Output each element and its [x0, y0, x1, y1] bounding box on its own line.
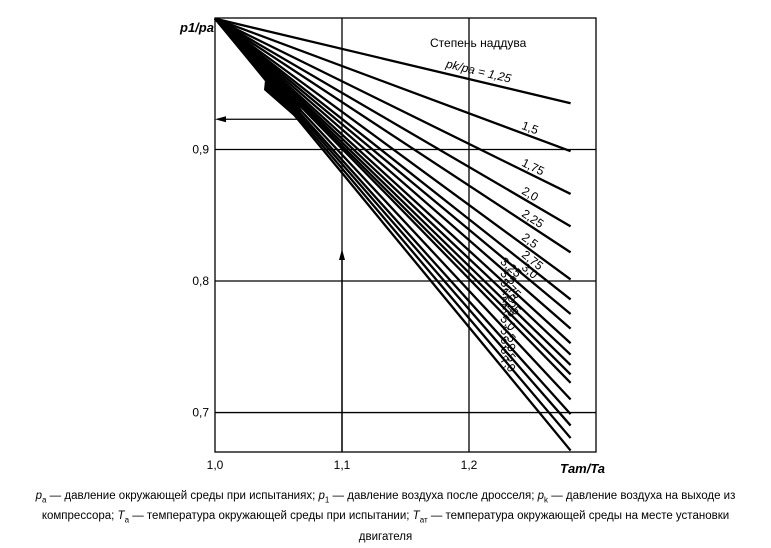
chart-svg: pk/pa = 1,251,51,752,02,252,52,753,03,25…	[179, 17, 605, 476]
plot-frame	[214, 17, 597, 453]
x-axis-label: Tат/Ta	[560, 461, 605, 476]
figure-caption: pa — давление окружающей среды при испыт…	[0, 488, 771, 546]
series-line-2	[214, 17, 572, 195]
convergence-fill	[252, 45, 302, 118]
y-tick-label: 0,8	[192, 274, 209, 288]
series-line-4	[214, 17, 572, 254]
arrow-left-head	[215, 116, 226, 123]
arrow-up-head	[339, 249, 345, 260]
x-tick-label: 1,1	[334, 458, 351, 472]
legend-title: Степень наддува	[430, 36, 527, 50]
series-line-8	[214, 17, 572, 330]
series-label-1: 1,5	[520, 118, 541, 137]
y-axis-label: p1/pa	[179, 20, 214, 35]
x-tick-label: 1,0	[207, 458, 224, 472]
example-annotation	[215, 45, 345, 452]
series-line-7	[214, 17, 572, 315]
tick-labels: 1,0 1,1 1,2 0,7 0,8 0,9	[192, 143, 477, 472]
series-line-1	[214, 17, 572, 153]
series-label-3: 2,0	[519, 184, 541, 205]
caption-line-1: pa — давление окружающей среды при испыт…	[35, 490, 736, 505]
y-tick-label: 0,9	[192, 143, 209, 157]
series-line-0	[214, 17, 571, 105]
y-tick-label: 0,7	[192, 406, 209, 420]
series-line-6	[214, 17, 572, 301]
series-line-5	[214, 17, 572, 281]
series-line-3	[214, 17, 572, 228]
x-tick-label: 1,2	[461, 458, 478, 472]
caption-line-3: двигателя	[358, 530, 413, 543]
caption-line-2: компрессора; Ta — температура окружающей…	[41, 510, 730, 525]
